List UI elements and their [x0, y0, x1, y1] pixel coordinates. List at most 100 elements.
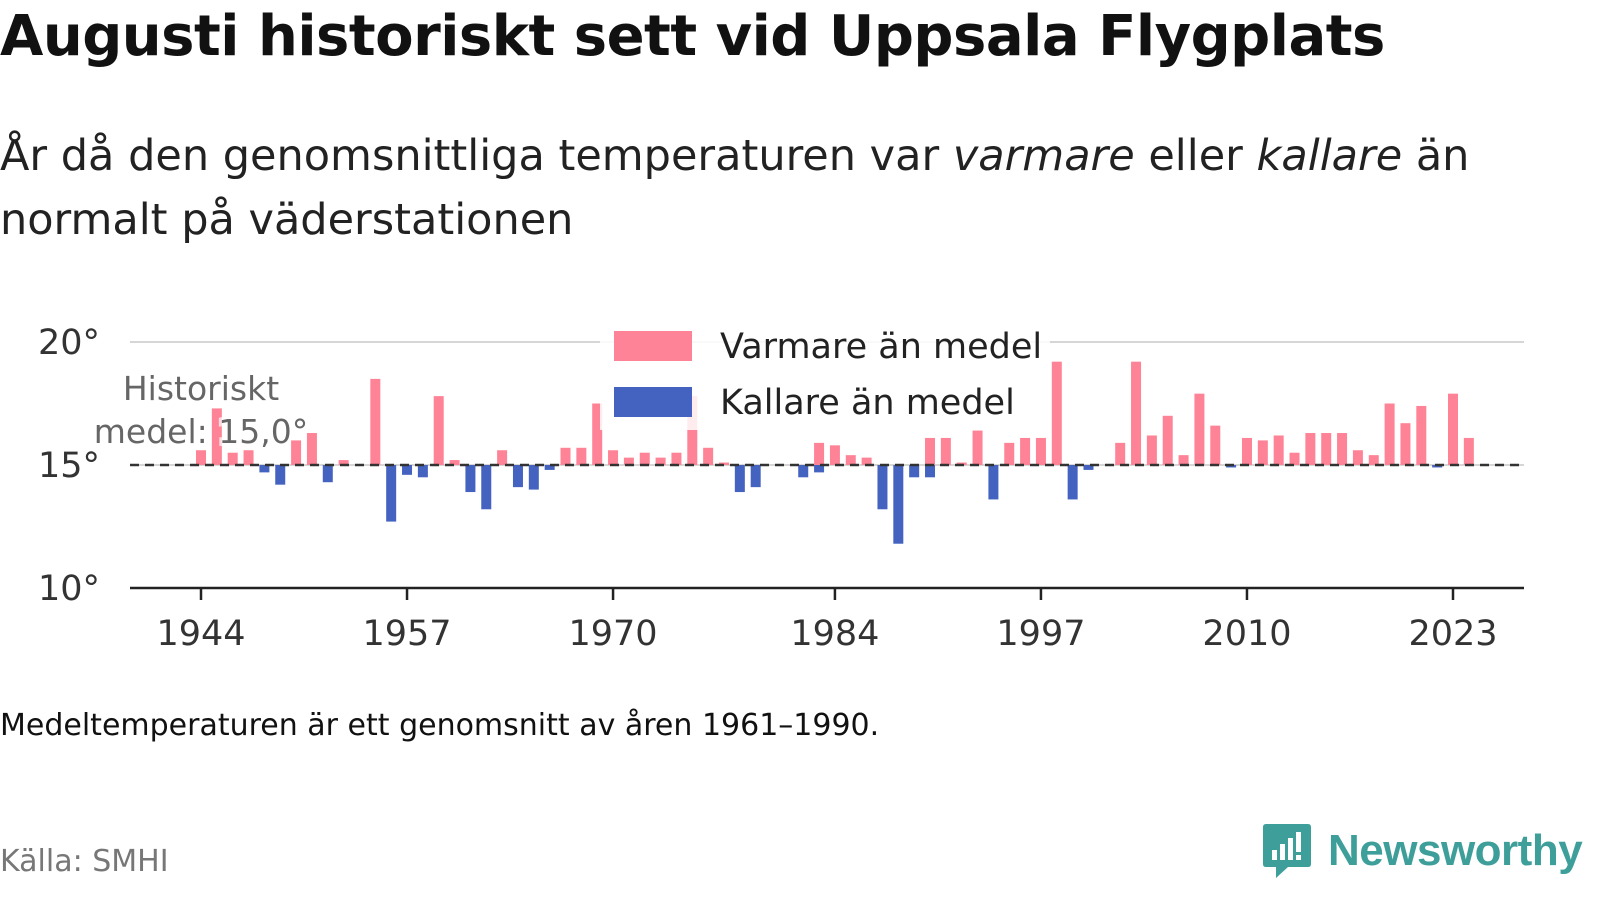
- bar-colder: [1067, 465, 1078, 500]
- baseline-annotation: Historiskt medel: 15,0°: [91, 366, 311, 454]
- bar-warmer: [671, 452, 682, 465]
- bar-chart: 10° 15° 20° 1944 1957 1970 1984 1997 2010 2023 V…: [38, 323, 1524, 654]
- legend-label-warmer: Varmare än medel: [720, 327, 1042, 367]
- bar-warmer: [814, 442, 825, 465]
- bar-warmer: [243, 450, 254, 465]
- bar-warmer: [1194, 393, 1205, 465]
- bar-warmer: [1416, 405, 1427, 465]
- bar-colder: [814, 465, 825, 473]
- bar-warmer: [829, 445, 840, 465]
- bar-warmer: [1384, 403, 1395, 465]
- newsworthy-logo-icon: [1263, 824, 1311, 878]
- bar-warmer: [1321, 433, 1332, 465]
- bar-warmer: [1448, 393, 1458, 465]
- bar-warmer: [560, 447, 571, 465]
- bar-colder: [275, 465, 286, 485]
- bar-colder: [1083, 465, 1094, 470]
- bar-warmer: [940, 437, 951, 465]
- bar-colder: [402, 465, 413, 475]
- bar-warmer: [1463, 437, 1474, 465]
- bar-colder: [750, 465, 761, 488]
- brand-name: Newsworthy: [1328, 826, 1583, 875]
- bar-warmer: [196, 450, 206, 465]
- bar-colder: [481, 465, 492, 510]
- bar-warmer: [608, 450, 619, 465]
- bar-warmer: [449, 460, 460, 465]
- bar-colder: [528, 465, 539, 490]
- bar-warmer: [1115, 442, 1126, 465]
- bar-warmer: [639, 452, 650, 465]
- subtitle-text-3: än normalt på väderstationen: [0, 131, 1470, 245]
- bar-warmer: [861, 457, 872, 465]
- bar-warmer: [1051, 361, 1062, 465]
- bar-colder: [322, 465, 333, 483]
- bar-warmer: [1241, 437, 1252, 465]
- x-axis-ticks: 1944 1957 1970 1984 1997 2010 2023: [156, 588, 1498, 654]
- y-tick-label: 15°: [38, 446, 100, 486]
- bar-warmer: [497, 450, 508, 465]
- bar-warmer: [972, 430, 983, 465]
- bar-warmer: [291, 440, 302, 465]
- bar-warmer: [1210, 425, 1221, 465]
- chart-subtitle: År då den genomsnittliga temperaturen va…: [0, 124, 1560, 252]
- y-tick-label: 20°: [38, 323, 100, 363]
- x-tick-label: 1984: [790, 614, 879, 654]
- bar-warmer: [576, 447, 587, 465]
- bar-colder: [909, 465, 920, 478]
- bar-warmer: [1004, 442, 1015, 465]
- bar-warmer: [592, 403, 603, 465]
- subtitle-emphasis-colder: kallare: [1256, 131, 1403, 181]
- chart-title: Augusti historiskt sett vid Uppsala Flyg…: [0, 4, 1385, 69]
- bar-warmer: [1162, 415, 1173, 465]
- bar-warmer: [623, 457, 634, 465]
- bar-warmer: [306, 433, 317, 465]
- y-axis-ticks: 10° 15° 20°: [38, 323, 100, 609]
- bar-colder: [798, 465, 809, 478]
- bar-warmer: [1131, 361, 1142, 465]
- bar-warmer: [845, 455, 856, 465]
- bar-warmer: [227, 452, 238, 465]
- source-label: Källa: SMHI: [0, 844, 169, 879]
- bar-warmer: [1368, 455, 1379, 465]
- bar-warmer: [1400, 423, 1411, 465]
- subtitle-text-2: eller: [1134, 131, 1257, 181]
- bar-colder: [417, 465, 428, 478]
- legend-label-colder: Kallare än medel: [720, 383, 1015, 423]
- bar-warmer: [703, 447, 714, 465]
- x-tick-label: 1944: [156, 614, 245, 654]
- colder-bars: [259, 465, 1443, 544]
- bar-warmer: [338, 460, 349, 465]
- x-tick-label: 2023: [1408, 614, 1497, 654]
- bar-warmer: [1337, 433, 1348, 465]
- bar-colder: [893, 465, 904, 544]
- bar-warmer: [1305, 433, 1316, 465]
- baseline-label: Historiskt medel: 15,0°: [94, 369, 308, 451]
- bar-colder: [259, 465, 270, 473]
- footnote: Medeltemperaturen är ett genomsnitt av å…: [0, 708, 880, 743]
- bar-warmer: [1273, 435, 1284, 465]
- bar-warmer: [1257, 440, 1268, 465]
- bar-warmer: [1035, 437, 1046, 465]
- newsworthy-logo[interactable]: Newsworthy: [1262, 822, 1583, 880]
- bar-colder: [734, 465, 745, 493]
- bar-warmer: [655, 457, 666, 465]
- subtitle-text-1: År då den genomsnittliga temperaturen va…: [0, 131, 953, 181]
- x-tick-label: 2010: [1202, 614, 1291, 654]
- bar-colder: [925, 465, 936, 478]
- bar-warmer: [433, 396, 444, 465]
- legend-swatch-colder: [614, 387, 692, 417]
- bar-colder: [544, 465, 555, 470]
- bar-warmer: [370, 378, 381, 465]
- bar-warmer: [1352, 450, 1363, 465]
- bar-colder: [465, 465, 476, 493]
- bar-warmer: [687, 396, 698, 465]
- legend-swatch-warmer: [614, 331, 692, 361]
- x-tick-label: 1970: [569, 614, 658, 654]
- bar-warmer: [925, 437, 936, 465]
- bar-warmer: [1289, 452, 1300, 465]
- bar-warmer: [1146, 435, 1157, 465]
- x-tick-label: 1997: [996, 614, 1085, 654]
- x-tick-label: 1957: [362, 614, 451, 654]
- y-tick-label: 10°: [38, 569, 100, 609]
- bar-warmer: [1178, 455, 1189, 465]
